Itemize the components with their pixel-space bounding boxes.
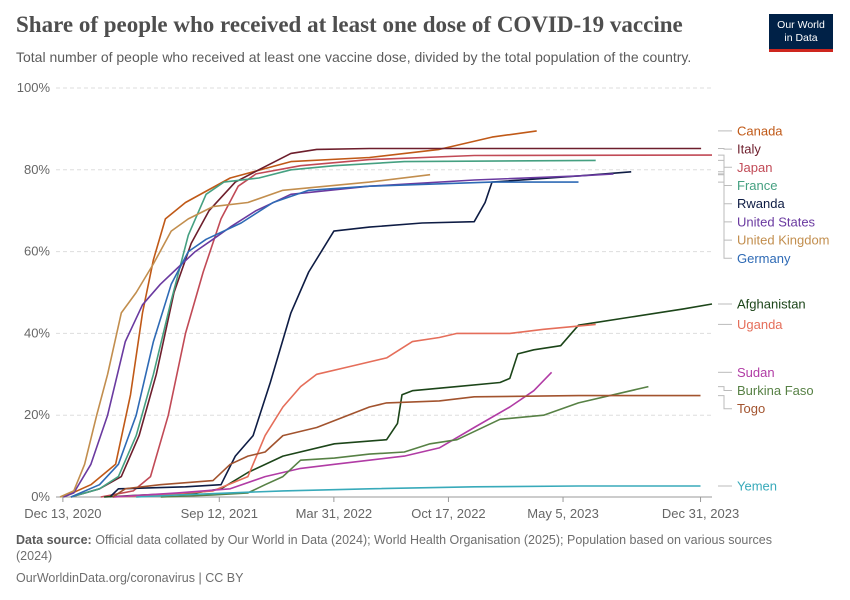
legend-label[interactable]: Rwanda: [737, 196, 785, 211]
x-axis-ticks: Dec 13, 2020 Sep 12, 2021 Mar 31, 2022 Oct …: [24, 497, 739, 521]
chart-subtitle: Total number of people who received at l…: [16, 49, 692, 65]
y-tick-label: 80%: [24, 162, 50, 177]
source-text: Official data collated by Our World in D…: [16, 533, 772, 563]
legend-connector: [718, 173, 732, 223]
legend-connector: [718, 154, 732, 168]
series-line-japan[interactable]: [100, 154, 713, 498]
y-tick-label: 20%: [24, 407, 50, 422]
y-tick-label: 60%: [24, 244, 50, 259]
legend-label[interactable]: United States: [737, 214, 816, 229]
legend-label[interactable]: Yemen: [737, 478, 777, 493]
series-lines: [59, 130, 713, 498]
x-tick-label: Sep 12, 2021: [181, 506, 258, 521]
legend-label[interactable]: Germany: [737, 251, 791, 266]
legend-connector: [718, 174, 732, 241]
legend-label[interactable]: Togo: [737, 401, 765, 416]
x-tick-label: Dec 13, 2020: [24, 506, 101, 521]
x-tick-label: Oct 17, 2022: [411, 506, 485, 521]
legend-label[interactable]: Burkina Faso: [737, 383, 814, 398]
legend: Canada Italy Japan France Rwanda United State…: [718, 123, 830, 493]
legend-connector: [718, 181, 732, 259]
y-axis-ticks: 0% 20% 40% 60% 80% 100%: [17, 80, 51, 504]
y-tick-label: 40%: [24, 325, 50, 340]
series-line-burkina-faso[interactable]: [160, 385, 649, 498]
y-tick-label: 100%: [17, 80, 51, 95]
legend-connector: [718, 395, 732, 410]
legend-connector: [718, 148, 732, 150]
grid-lines: [56, 87, 712, 498]
owid-logo[interactable]: Our World in Data: [769, 14, 833, 52]
x-tick-label: May 5, 2023: [527, 506, 599, 521]
source-label: Data source:: [16, 533, 92, 547]
series-line-france[interactable]: [70, 159, 596, 498]
logo-line-1: Our World: [777, 19, 825, 31]
legend-label[interactable]: United Kingdom: [737, 233, 830, 248]
legend-label[interactable]: Japan: [737, 160, 772, 175]
series-line-rwanda[interactable]: [109, 171, 632, 498]
legend-label[interactable]: Canada: [737, 123, 783, 138]
legend-label[interactable]: Italy: [737, 142, 761, 157]
data-source-note: Data source: Official data collated by O…: [16, 532, 806, 564]
series-line-united-kingdom[interactable]: [59, 173, 431, 498]
series-line-yemen[interactable]: [136, 485, 701, 498]
series-line-canada[interactable]: [63, 130, 537, 498]
series-line-united-states[interactable]: [63, 173, 614, 498]
chart-title: Share of people who received at least on…: [16, 12, 683, 37]
series-line-sudan[interactable]: [112, 371, 553, 498]
legend-label[interactable]: Afghanistan: [737, 296, 806, 311]
legend-label[interactable]: Sudan: [737, 365, 775, 380]
series-line-germany[interactable]: [70, 181, 579, 498]
legend-label[interactable]: France: [737, 178, 777, 193]
legend-connector: [718, 171, 732, 205]
y-tick-label: 0%: [31, 489, 50, 504]
x-tick-label: Mar 31, 2022: [296, 506, 373, 521]
credit-link[interactable]: OurWorldinData.org/coronavirus | CC BY: [16, 571, 244, 585]
series-line-italy[interactable]: [70, 147, 702, 498]
legend-connector: [718, 386, 732, 391]
legend-label[interactable]: Uganda: [737, 317, 783, 332]
logo-line-2: in Data: [784, 32, 818, 44]
series-line-uganda[interactable]: [112, 323, 596, 498]
x-tick-label: Dec 31, 2023: [662, 506, 739, 521]
series-line-togo[interactable]: [112, 394, 701, 498]
line-chart: 0% 20% 40% 60% 80% 100% Dec 13, 2020 Sep 12, 2…: [17, 80, 830, 521]
